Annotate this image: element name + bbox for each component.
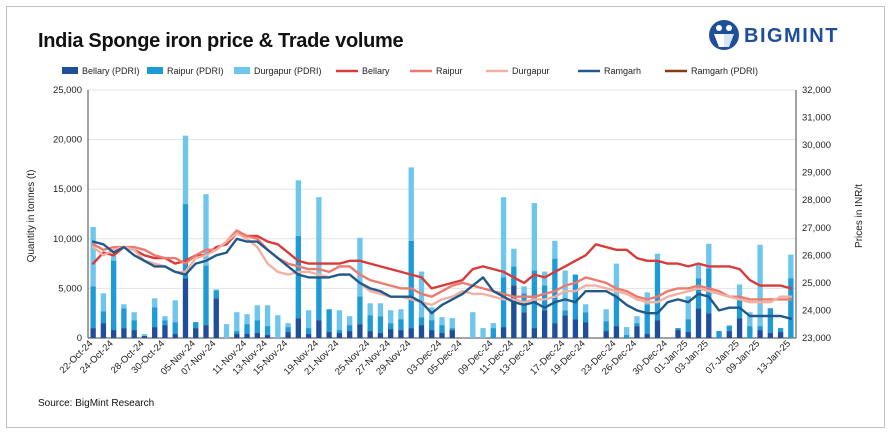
page-title: India Sponge iron price & Trade volume [38, 30, 404, 52]
chart-frame [6, 6, 885, 428]
brand-name: BIGMINT [744, 25, 839, 47]
brand-logo [709, 20, 739, 50]
source-note: Source: BigMint Research [38, 398, 155, 409]
